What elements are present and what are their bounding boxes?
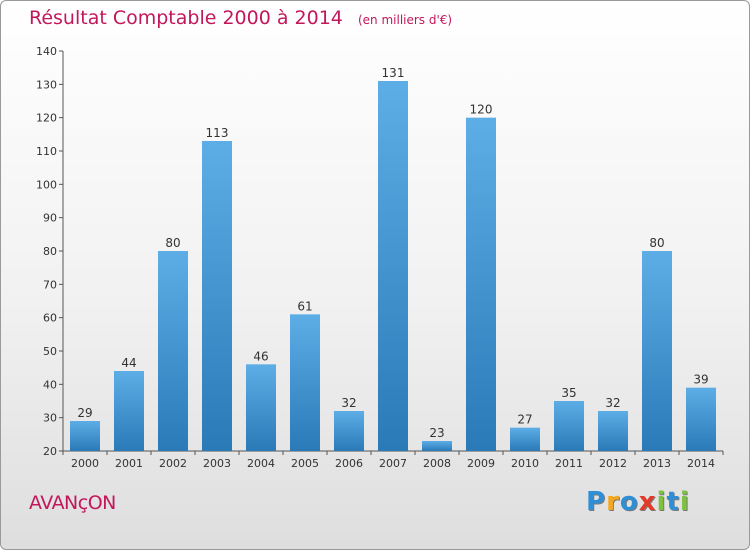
place-name: AVANçON	[29, 492, 116, 514]
bar-2011	[554, 401, 584, 451]
value-label-2010: 27	[517, 413, 532, 427]
x-tick-label-2003: 2003	[203, 457, 231, 470]
value-label-2005: 61	[297, 299, 312, 313]
bar-2014	[686, 387, 716, 451]
x-tick-label-2000: 2000	[71, 457, 99, 470]
bar-2008	[422, 441, 452, 451]
x-tick-label-2009: 2009	[467, 457, 495, 470]
bar-2004	[246, 364, 276, 451]
bar-2007	[378, 81, 408, 451]
value-label-2012: 32	[605, 396, 620, 410]
logo-letter: P	[586, 487, 607, 517]
logo-letter: i	[679, 487, 690, 517]
y-tick-label: 140	[36, 45, 57, 58]
bars	[70, 81, 716, 452]
value-label-2008: 23	[429, 426, 444, 440]
chart-subtitle: (en milliers d'€)	[357, 13, 453, 27]
bar-2010	[510, 427, 540, 451]
data-labels: 29 44 80 113 46 61 32 131 23 120 27 35 32 80 39	[77, 66, 708, 440]
chart-title-block: Résultat Comptable 2000 à 2014 (en milli…	[29, 7, 452, 29]
y-tick-label: 60	[43, 312, 57, 325]
bar-2013	[642, 251, 672, 451]
x-tick-label-2011: 2011	[555, 457, 583, 470]
value-label-2007: 131	[382, 66, 405, 80]
bar-2009	[466, 117, 496, 452]
bar-2003	[202, 141, 232, 451]
x-tick-label-2013: 2013	[643, 457, 671, 470]
x-tick-label-2010: 2010	[511, 457, 539, 470]
x-tick-label-2007: 2007	[379, 457, 407, 470]
y-tick-label: 50	[43, 345, 57, 358]
chart-title: Résultat Comptable 2000 à 2014	[29, 7, 343, 29]
x-tick-label-2001: 2001	[115, 457, 143, 470]
x-tick-label-2004: 2004	[247, 457, 275, 470]
bar-2001	[114, 371, 144, 451]
value-label-2004: 46	[253, 349, 268, 363]
bar-2000	[70, 421, 100, 451]
value-label-2013: 80	[649, 236, 664, 250]
y-tick-label: 100	[36, 178, 57, 191]
value-label-2003: 113	[206, 126, 229, 140]
x-tick-label-2008: 2008	[423, 457, 451, 470]
value-label-2000: 29	[77, 406, 92, 420]
y-tick-label: 110	[36, 145, 57, 158]
value-label-2001: 44	[121, 356, 136, 370]
logo-letter: x	[638, 487, 657, 517]
proxiti-logo: Proxiti	[586, 487, 690, 517]
y-tick-label: 80	[43, 245, 57, 258]
y-tick-label: 120	[36, 112, 57, 125]
y-tick-label: 40	[43, 378, 57, 391]
y-tick-label: 70	[43, 278, 57, 291]
x-tick-label-2005: 2005	[291, 457, 319, 470]
bar-2005	[290, 314, 320, 451]
y-tick-label: 130	[36, 78, 57, 91]
value-label-2006: 32	[341, 396, 356, 410]
y-tick-label: 20	[43, 445, 57, 458]
y-tick-label: 90	[43, 212, 57, 225]
x-tick-label-2006: 2006	[335, 457, 363, 470]
value-label-2009: 120	[470, 103, 493, 117]
value-label-2014: 39	[693, 373, 708, 387]
logo-letter: r	[606, 487, 620, 517]
x-tick-label-2012: 2012	[599, 457, 627, 470]
y-tick-label: 30	[43, 412, 57, 425]
bar-2012	[598, 411, 628, 451]
value-label-2002: 80	[165, 236, 180, 250]
logo-letter: i	[656, 487, 667, 517]
x-tick-label-2014: 2014	[687, 457, 715, 470]
logo-letter: t	[666, 487, 680, 517]
logo-letter: o	[619, 487, 639, 517]
bar-2006	[334, 411, 364, 451]
x-tick-label-2002: 2002	[159, 457, 187, 470]
bar-2002	[158, 251, 188, 451]
value-label-2011: 35	[561, 386, 576, 400]
